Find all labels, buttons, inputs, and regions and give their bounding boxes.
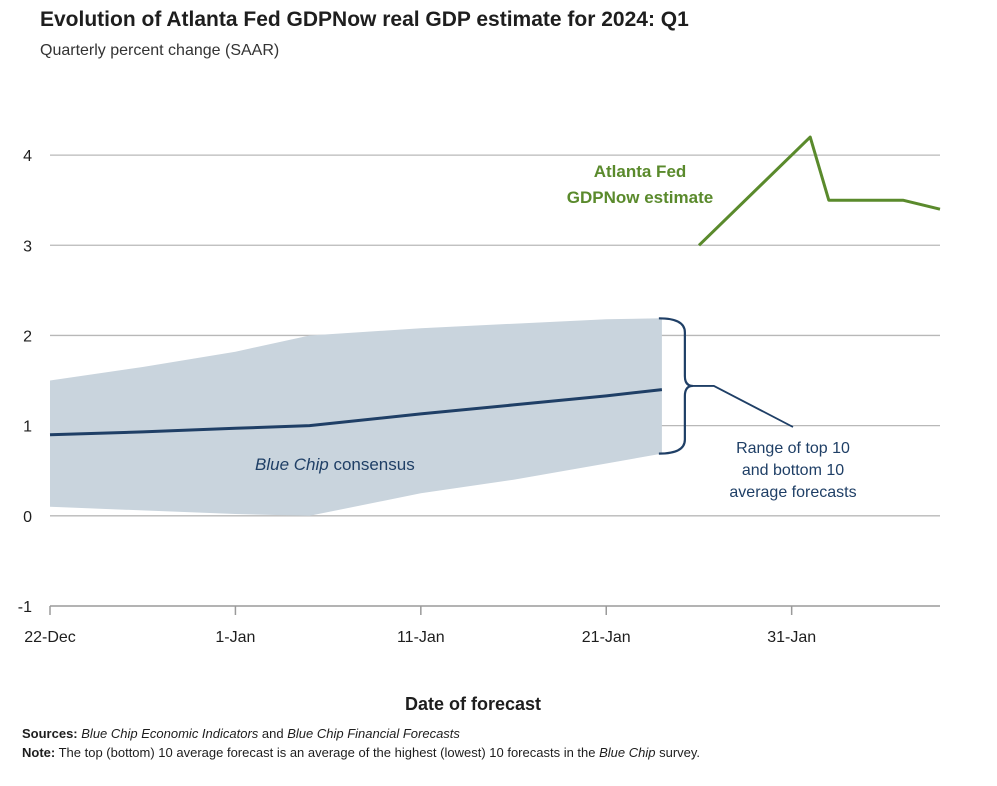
axes-group: -1 0 1 2 3 4 22-Dec 1-Jan 11-Jan 21-Jan 31-Jan Date…: [18, 148, 940, 714]
note-text-1: The top (bottom) 10 average forecast is …: [55, 745, 600, 760]
y-tick-label: 1: [23, 419, 32, 436]
atlanta-fed-gdpnow-estimate-line: [697, 135, 941, 247]
note-text-2: survey.: [655, 745, 701, 760]
x-tick-label: 21-Jan: [582, 629, 631, 646]
x-tick-label: 22-Dec: [24, 629, 76, 646]
note-label: Note:: [22, 745, 56, 760]
series-lines-group: [49, 135, 941, 437]
annotations-group: Atlanta Fed GDPNow estimate Blue Chip cons…: [255, 162, 857, 501]
sources-publication-2: Blue Chip Financial Forecasts: [287, 726, 460, 741]
y-tick-label: 3: [23, 238, 32, 255]
y-tick-label: 4: [23, 148, 32, 165]
consensus-label-italic: Blue Chip: [255, 455, 329, 474]
x-tick-label: 11-Jan: [397, 629, 445, 646]
sources-and: and: [258, 726, 288, 741]
y-tick-label: 0: [23, 509, 32, 526]
note-italic: Blue Chip: [599, 745, 656, 760]
x-axis-title: Date of forecast: [405, 694, 541, 714]
x-tick-label: 31-Jan: [767, 629, 816, 646]
sources-line: Sources: Blue Chip Economic Indicators a…: [22, 724, 962, 743]
consensus-label-rest: consensus: [329, 455, 415, 474]
sources-label: Sources:: [22, 726, 78, 741]
chart-plot-area: -1 0 1 2 3 4 22-Dec 1-Jan 11-Jan 21-Jan 31-Jan Date…: [18, 135, 941, 714]
sources-publication-1: Blue Chip Economic Indicators: [81, 726, 259, 741]
x-tick-label: 1-Jan: [215, 629, 255, 646]
y-tick-label: -1: [18, 599, 32, 616]
note-line: Note: The top (bottom) 10 average foreca…: [22, 743, 962, 762]
gdpnow-label-line: Atlanta Fed: [594, 162, 687, 181]
forecast-range-band: [50, 318, 662, 516]
range-label-line: average forecasts: [729, 484, 856, 501]
y-tick-label: 2: [23, 328, 32, 345]
gdpnow-label-line: GDPNow estimate: [567, 188, 713, 207]
forecast-range-band-group: [50, 318, 662, 516]
range-leader-line: [690, 385, 794, 428]
chart-title: Evolution of Atlanta Fed GDPNow real GDP…: [40, 8, 689, 31]
range-label-line: Range of top 10: [736, 440, 850, 457]
range-label-line: and bottom 10: [742, 462, 844, 479]
range-brace: [658, 317, 693, 455]
blue-chip-consensus-line: [49, 388, 663, 437]
chart-footer: Sources: Blue Chip Economic Indicators a…: [22, 724, 962, 762]
consensus-label: Blue Chip consensus: [255, 455, 415, 474]
chart-subtitle: Quarterly percent change (SAAR): [40, 42, 280, 59]
